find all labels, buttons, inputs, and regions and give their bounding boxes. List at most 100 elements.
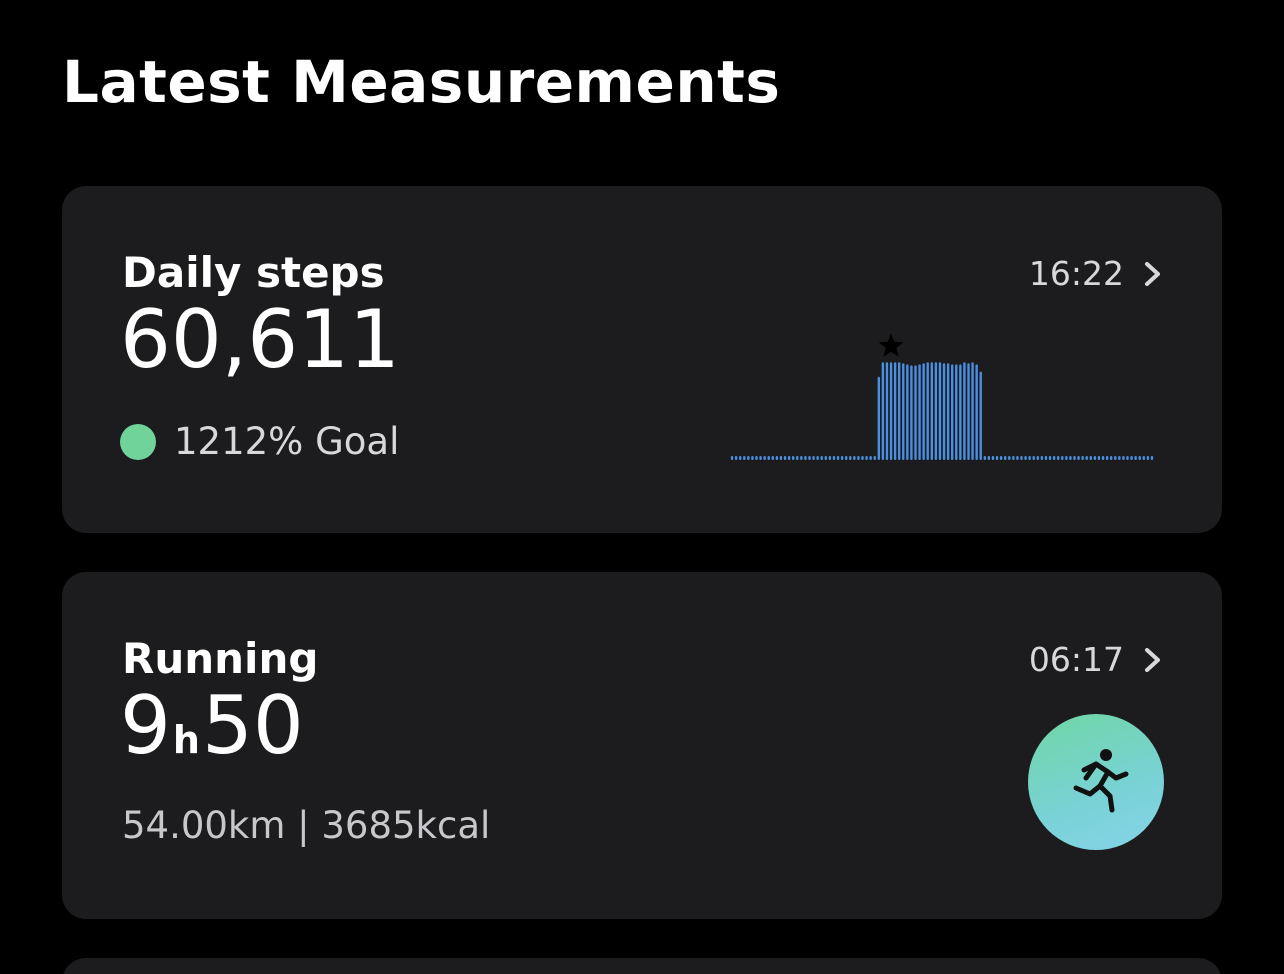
running-activity-badge: [1028, 714, 1164, 850]
steps-bar: [1146, 456, 1150, 460]
steps-bar: [1057, 456, 1060, 460]
next-measurement-card[interactable]: [62, 958, 1222, 974]
steps-bar: [734, 456, 738, 460]
daily-steps-value: 60,611: [120, 293, 400, 386]
steps-bar: [918, 364, 921, 460]
steps-bar: [889, 362, 893, 460]
steps-bar: [1048, 456, 1052, 460]
goal-text: 1212% Goal: [174, 420, 400, 463]
steps-bar: [995, 456, 999, 460]
steps-bar: [865, 456, 868, 460]
steps-bar: [1073, 456, 1076, 460]
steps-bar: [751, 456, 754, 460]
steps-bar: [853, 456, 856, 460]
steps-bar: [1085, 456, 1088, 460]
steps-bar: [849, 456, 852, 460]
steps-bar: [1150, 456, 1154, 460]
steps-bar: [1012, 456, 1015, 460]
steps-bar: [902, 363, 905, 460]
steps-bar: [967, 363, 970, 460]
steps-bar: [759, 456, 762, 460]
steps-bar: [877, 376, 880, 460]
running-minutes: 50: [201, 679, 304, 772]
running-meta: 06:17: [1029, 640, 1164, 679]
steps-bar: [1114, 456, 1117, 460]
steps-bar: [955, 364, 958, 460]
steps-bar: [914, 365, 917, 460]
steps-bar: [779, 456, 783, 460]
steps-bar: [1077, 456, 1080, 460]
steps-bar: [1093, 456, 1097, 460]
steps-bar: [959, 364, 962, 460]
steps-bar: [783, 456, 787, 460]
steps-bar: [910, 365, 913, 460]
steps-bar: [869, 456, 872, 460]
steps-bar: [930, 362, 933, 460]
steps-bar: [926, 362, 929, 460]
chevron-right-icon[interactable]: [1142, 645, 1164, 675]
steps-bar: [1138, 456, 1141, 460]
steps-bar: [747, 456, 750, 460]
chevron-right-icon[interactable]: [1142, 259, 1164, 289]
steps-bar: [991, 456, 995, 460]
steps-bar: [971, 362, 974, 460]
running-card[interactable]: Running 9h50 06:17 54.00km | 3685kcal: [62, 572, 1222, 919]
steps-bar: [1105, 456, 1109, 460]
steps-bar: [1126, 456, 1129, 460]
running-hours: 9: [120, 679, 171, 772]
daily-steps-label: Daily steps: [122, 248, 385, 297]
section-title: Latest Measurements: [62, 48, 781, 116]
steps-bar: [787, 456, 791, 460]
goal-row: 1212% Goal: [120, 420, 399, 463]
running-person-icon: [1073, 749, 1129, 813]
daily-steps-meta: 16:22: [1029, 254, 1164, 293]
steps-bar-chart: [730, 333, 1154, 460]
steps-bar: [951, 364, 954, 460]
steps-bar: [828, 456, 832, 460]
steps-bar: [763, 456, 766, 460]
steps-bar: [1024, 456, 1027, 460]
steps-bar: [1134, 456, 1137, 460]
steps-bar: [1004, 456, 1007, 460]
steps-bar: [1110, 456, 1113, 460]
daily-steps-card[interactable]: Daily steps 60,611 16:22 1212% Goal: [62, 186, 1222, 533]
steps-bar: [836, 456, 840, 460]
steps-bar: [816, 456, 819, 460]
steps-bar: [771, 456, 774, 460]
steps-bar: [840, 456, 844, 460]
steps-bar: [775, 456, 779, 460]
steps-bar: [1020, 456, 1023, 460]
steps-bar: [730, 456, 734, 460]
running-label: Running: [122, 634, 319, 683]
steps-bar: [922, 363, 925, 460]
steps-bar: [873, 456, 876, 460]
steps-bar: [1008, 456, 1011, 460]
steps-bar: [885, 362, 889, 460]
steps-bar: [1101, 456, 1105, 460]
steps-bar: [999, 456, 1003, 460]
steps-bar: [792, 456, 795, 460]
steps-bar: [832, 456, 836, 460]
star-icon: [878, 333, 904, 357]
steps-bar: [881, 362, 885, 460]
steps-bar: [739, 456, 742, 460]
steps-bar: [861, 456, 864, 460]
steps-bar: [893, 362, 897, 460]
steps-bar: [987, 456, 991, 460]
steps-bar: [983, 456, 986, 460]
steps-bar: [1052, 456, 1056, 460]
steps-bar: [942, 363, 946, 460]
steps-bar: [979, 371, 982, 460]
steps-bar: [812, 456, 815, 460]
steps-bar: [857, 456, 860, 460]
steps-bar: [824, 456, 827, 460]
steps-bar: [946, 363, 950, 460]
steps-bar: [1089, 456, 1092, 460]
steps-bar: [820, 456, 823, 460]
steps-bar: [1118, 456, 1121, 460]
steps-bar: [767, 456, 770, 460]
steps-bar: [934, 362, 938, 460]
steps-bar: [755, 456, 758, 460]
steps-bar: [975, 364, 978, 460]
steps-bar: [1069, 456, 1072, 460]
